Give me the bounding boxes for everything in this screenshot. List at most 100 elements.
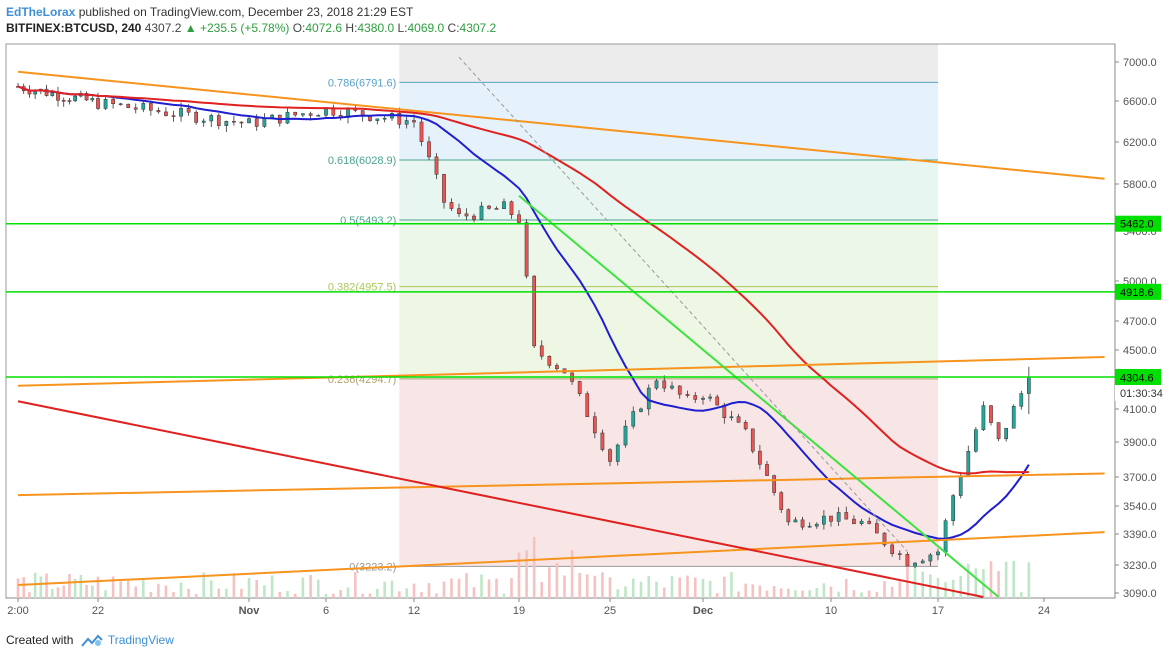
candle-body [958, 475, 963, 496]
volume-bar [860, 592, 863, 598]
candle-body [412, 120, 416, 123]
red-trend-line [17, 400, 984, 598]
channel-lower-line [17, 531, 1105, 586]
candle-body [867, 520, 872, 524]
channel-bottom-line [17, 472, 1105, 497]
candle-body [814, 523, 819, 527]
volume-bar [104, 590, 107, 598]
volume-bar [457, 578, 461, 598]
y-tick-label: 3230.0 [1123, 560, 1157, 572]
candle-body [1011, 406, 1016, 429]
candle-body [829, 515, 833, 522]
y-tick-label: 3900.0 [1123, 437, 1157, 449]
x-tick-label: 24 [1038, 605, 1050, 617]
candle-body [758, 450, 762, 465]
volume-bar [435, 593, 438, 598]
volume-bar [442, 581, 446, 598]
volume-bar [465, 573, 468, 598]
candle-body [368, 115, 372, 121]
volume-bar [1019, 592, 1023, 598]
fib-level-label: 0.786(6791.6) [328, 77, 397, 89]
candle-body [765, 464, 769, 476]
price-axis-badge [1115, 215, 1161, 232]
volume-bar [639, 581, 643, 598]
candle-body [56, 92, 60, 101]
volume-bar [875, 591, 879, 598]
volume-bar [368, 593, 372, 598]
candle-body [517, 214, 521, 223]
volume-bar [883, 581, 886, 598]
volume-bar [232, 573, 236, 598]
tradingview-link[interactable]: TradingView [107, 633, 174, 647]
candle-body [1004, 427, 1008, 440]
x-tick-label: 12 [408, 605, 420, 617]
ohlc-line: BITFINEX:BTCUSD, 240 4307.2 ▲ +235.5 (+5… [6, 20, 1006, 36]
symbol-label: BITFINEX:BTCUSD, 240 [6, 21, 142, 35]
tradingview-logo-icon [80, 634, 103, 647]
volume-bar [317, 579, 320, 598]
candle-body [592, 416, 597, 434]
candle-body [859, 520, 864, 525]
volume-bar [502, 593, 506, 598]
volume-bar [142, 580, 145, 598]
candle-body [285, 111, 290, 124]
volume-bar [570, 550, 574, 598]
candle-body [209, 115, 214, 122]
candle-body [577, 381, 582, 394]
candle-body [524, 222, 529, 277]
volume-bar [50, 588, 54, 598]
volume-bar [495, 578, 498, 598]
volume-bar [301, 577, 305, 598]
candle-body [875, 523, 879, 534]
volume-bar [383, 581, 386, 598]
volume-bar [28, 592, 31, 598]
volume-bar [450, 578, 453, 598]
volume-bar [548, 567, 551, 598]
volume-bar [852, 590, 856, 598]
x-tick-label: 2:00 [7, 605, 28, 617]
candle-body [736, 416, 741, 423]
candle-body [96, 98, 100, 109]
volume-bar [678, 577, 682, 598]
channel-mid-line [17, 356, 1105, 387]
price-axis-badge [1115, 283, 1161, 300]
ma-slow-line [17, 85, 1029, 475]
x-tick-label: Dec [693, 605, 713, 617]
volume-bar [354, 572, 357, 598]
volume-bar [62, 585, 66, 598]
candle-body [419, 121, 424, 142]
open-key: O: [292, 21, 306, 35]
candle-body [852, 518, 856, 525]
candle-body [547, 355, 552, 366]
candle-body [156, 110, 161, 113]
volume-bar [1004, 561, 1008, 598]
candle-body [786, 509, 791, 523]
volume-bar [56, 587, 60, 598]
candle-body [920, 560, 925, 564]
volume-bar [578, 573, 581, 598]
volume-bar [270, 575, 274, 598]
volume-bar [126, 581, 130, 598]
high-key: H: [345, 21, 358, 35]
candle-body [179, 108, 183, 117]
volume-bar [309, 574, 312, 598]
candle-body [539, 345, 544, 357]
volume-bar [149, 591, 153, 598]
volume-bar [361, 593, 364, 598]
candle-body [844, 512, 849, 520]
candle-body [502, 201, 506, 209]
author-name[interactable]: EdTheLorax [6, 5, 76, 19]
candle-body [67, 100, 72, 102]
volume-bar [772, 586, 776, 598]
volume-bar [913, 565, 917, 598]
candle-body [201, 120, 206, 123]
change-value: ▲ +235.5 (+5.78%) [184, 21, 290, 35]
y-tick-label: 4500.0 [1123, 345, 1157, 357]
open-value: 4072.6 [305, 21, 343, 35]
volume-bar [715, 593, 719, 598]
volume-bar [708, 580, 712, 598]
volume-bar [779, 588, 783, 598]
last-price: 4307.2 [144, 21, 182, 35]
candle-body [164, 111, 168, 116]
